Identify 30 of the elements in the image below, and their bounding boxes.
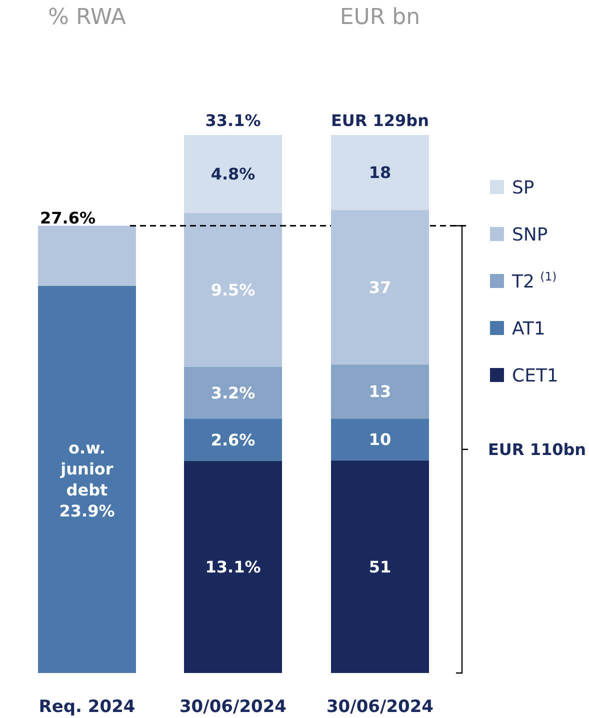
bar	[331, 210, 429, 364]
bar	[331, 460, 429, 673]
total-label: 33.1%	[205, 111, 261, 130]
data-label: 3.2%	[210, 383, 256, 402]
chart-title: EUR bn	[340, 5, 420, 30]
legend-label: T2 $^{(1)}$	[511, 269, 557, 292]
legend-label: SNP	[512, 224, 548, 246]
data-label: 18	[368, 163, 392, 182]
data-label: 10	[368, 430, 392, 450]
legend-label: AT1	[512, 318, 546, 340]
x-tick-label: Req. 2024	[38, 697, 136, 717]
data-label: 51	[368, 557, 392, 576]
data-label: 13	[368, 382, 392, 402]
total-label: EUR 129bn	[330, 111, 430, 130]
data-label: 13.1%	[205, 557, 261, 576]
data-label: o.w. junior debt 23.9%	[59, 438, 115, 520]
legend-label: SP	[512, 177, 534, 198]
x-tick-label: 30/06/2024	[179, 697, 287, 717]
bar	[331, 418, 429, 460]
ref-line-label: 27.6%	[40, 208, 96, 228]
legend-label: CET1	[512, 365, 558, 386]
bar	[331, 135, 429, 210]
data-label: 37	[368, 278, 392, 297]
x-tick-label: 30/06/2024	[326, 697, 434, 717]
chart-title: % RWA	[48, 5, 126, 30]
data-label: 9.5%	[210, 280, 256, 300]
text: EUR 110bn	[488, 440, 586, 459]
data-label: 2.6%	[210, 430, 256, 450]
bar	[331, 364, 429, 419]
data-label: 4.8%	[210, 164, 256, 184]
